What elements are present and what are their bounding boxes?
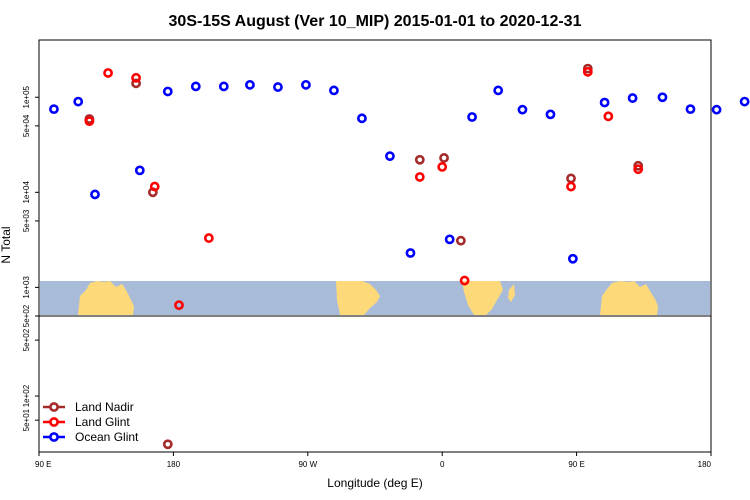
ocean-glint-point-12 (385, 151, 395, 162)
land-glint-point-4 (203, 233, 214, 243)
ocean-glint-point-9 (301, 79, 311, 90)
map-land-3 (508, 284, 515, 302)
land-nadir-point-3 (162, 439, 173, 450)
map-strip (40, 281, 710, 315)
land-nadir-point-1 (131, 78, 141, 89)
land-nadir-point-7 (566, 173, 576, 184)
land-glint-point-8 (459, 275, 470, 286)
xtick-label-3: 0 (440, 460, 445, 469)
upper-ytick-label-5: 1e+05 (22, 85, 31, 108)
xtick-label-5: 180 (698, 460, 712, 469)
ocean-glint-point-2 (90, 189, 100, 200)
ocean-glint-point-18 (545, 109, 556, 120)
xtick-label-1: 180 (167, 460, 181, 469)
legend-marker-land-glint (49, 417, 59, 427)
ocean-glint-point-15 (467, 112, 477, 122)
ocean-glint-point-17 (517, 104, 528, 115)
land-nadir-point-9 (633, 160, 644, 171)
land-glint-point-12 (633, 164, 644, 175)
land-glint-point-9 (566, 181, 576, 192)
ocean-glint-point-19 (567, 253, 578, 264)
land-glint-point-0 (84, 116, 95, 127)
land-glint-point-2 (131, 72, 141, 83)
land-nadir-point-5 (439, 153, 449, 163)
legend-label-land-nadir: Land Nadir (75, 400, 134, 414)
land-glint-point-3 (149, 181, 160, 192)
data-points (49, 63, 750, 450)
ocean-glint-point-5 (190, 81, 201, 92)
xtick-label-0: 90 E (35, 460, 51, 469)
upper-ytick-label-4: 5e+04 (22, 114, 31, 137)
ocean-glint-point-4 (162, 86, 173, 97)
land-glint-point-6 (414, 172, 425, 182)
plot-frames (38, 39, 712, 453)
ocean-glint-point-23 (685, 104, 696, 115)
axis-ticks: 5e+02 1e+03 5e+03 1e+04 5e+04 1e+05 5e+011e+02… (22, 85, 712, 469)
y-axis-label: N Total (0, 226, 13, 263)
land-glint-point-10 (582, 66, 593, 77)
ocean-glint-point-6 (218, 81, 229, 92)
ocean-glint-point-0 (49, 104, 59, 115)
ocean-glint-point-24 (711, 104, 722, 115)
land-glint-point-1 (103, 68, 113, 78)
xtick-label-4: 90 E (568, 460, 584, 469)
ocean-glint-point-25 (739, 96, 750, 107)
legend-marker-ocean-glint (49, 432, 59, 442)
ocean-glint-point-22 (657, 92, 668, 103)
map-land-4 (600, 281, 658, 315)
ocean-glint-point-3 (134, 165, 145, 176)
ocean-glint-point-11 (357, 113, 367, 124)
lower-ytick-label-2: 5e+02 (22, 328, 31, 351)
land-glint-point-5 (174, 300, 184, 311)
ocean-glint-point-8 (273, 82, 283, 92)
xtick-label-2: 90 W (298, 460, 317, 469)
ocean-glint-point-16 (493, 85, 504, 96)
land-nadir-point-4 (414, 154, 425, 165)
ocean-glint-point-20 (599, 97, 610, 108)
map-land-1 (336, 281, 380, 315)
upper-ytick-label-1: 1e+03 (22, 276, 31, 299)
land-glint-point-7 (437, 162, 448, 172)
land-glint-point-11 (603, 111, 614, 122)
lower-panel-frame (38, 315, 712, 453)
x-axis-label: Longitude (deg E) (327, 476, 422, 490)
ocean-glint-point-14 (444, 234, 455, 245)
map-land-0 (78, 281, 134, 315)
legend-marker-land-nadir (49, 402, 59, 412)
ocean-glint-point-7 (245, 79, 255, 90)
upper-ytick-label-0: 5e+02 (22, 304, 31, 327)
map-land-2 (462, 281, 503, 315)
ocean-glint-point-10 (329, 85, 339, 96)
chart-title: 30S-15S August (Ver 10_MIP) 2015-01-01 t… (169, 13, 582, 30)
ocean-glint-point-1 (73, 96, 84, 107)
legend-label-land-glint: Land Glint (75, 415, 130, 429)
upper-ytick-label-2: 5e+03 (22, 209, 31, 232)
lower-ytick-label-1: 1e+02 (22, 384, 31, 407)
legend-label-ocean-glint: Ocean Glint (75, 430, 139, 444)
ocean-glint-point-21 (627, 93, 638, 103)
lower-ytick-label-0: 5e+01 (22, 408, 31, 431)
upper-ytick-label-3: 1e+04 (22, 181, 31, 204)
land-nadir-point-6 (455, 235, 466, 246)
ocean-glint-point-13 (405, 248, 416, 258)
